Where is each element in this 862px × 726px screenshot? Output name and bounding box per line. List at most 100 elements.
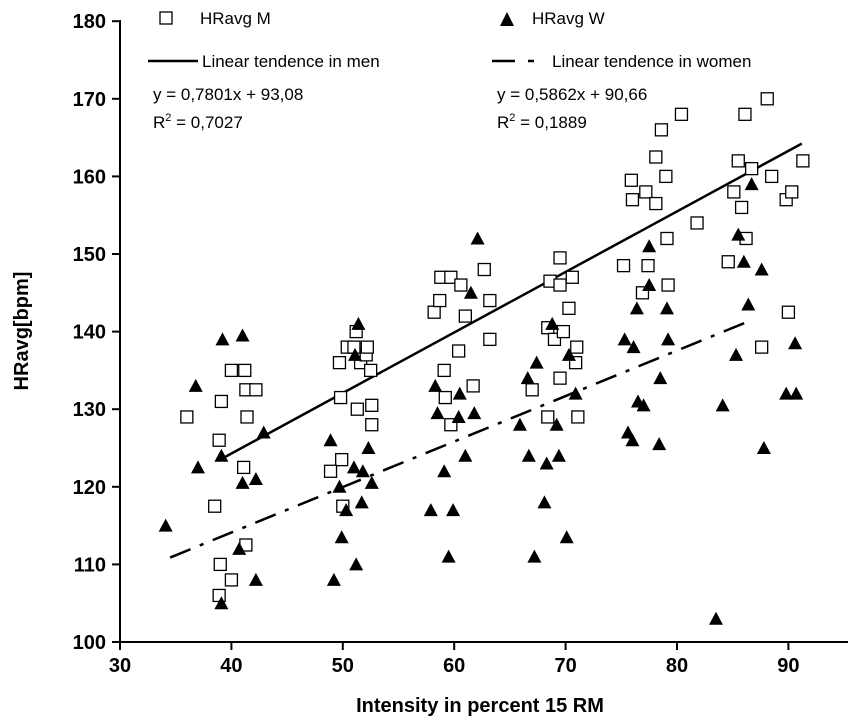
point-women	[708, 611, 723, 625]
point-women	[661, 332, 676, 346]
point-men	[249, 383, 263, 397]
point-men	[365, 418, 379, 432]
point-men	[553, 251, 567, 265]
x-tick-label: 40	[220, 655, 242, 677]
point-women	[652, 437, 667, 451]
legend-label-women: HRavg W	[532, 9, 605, 28]
point-men	[553, 278, 567, 292]
point-men	[562, 301, 576, 315]
point-women	[549, 417, 564, 431]
point-men	[565, 270, 579, 284]
y-tick-label: 140	[73, 322, 106, 344]
point-men	[639, 185, 653, 199]
data-points	[158, 92, 810, 625]
point-women	[551, 448, 566, 462]
point-men	[483, 293, 497, 308]
point-women	[458, 448, 473, 462]
point-women	[235, 328, 250, 342]
point-men	[660, 231, 674, 246]
point-women	[512, 417, 527, 431]
point-men	[570, 340, 584, 354]
y-tick-label: 170	[73, 89, 106, 111]
point-men	[744, 161, 759, 176]
point-women	[754, 262, 769, 276]
point-men	[444, 270, 458, 284]
point-women	[756, 441, 771, 454]
point-women	[428, 378, 443, 392]
point-women	[744, 177, 759, 191]
point-women	[351, 316, 366, 330]
men-equation: y = 0,7801x + 93,08	[153, 85, 303, 104]
women-equation: y = 0,5862x + 90,66	[497, 85, 647, 104]
point-men	[350, 402, 364, 416]
point-women	[521, 448, 536, 462]
point-men	[477, 262, 491, 277]
y-tick-label: 150	[73, 244, 106, 266]
point-men	[727, 185, 741, 199]
point-men	[731, 154, 745, 168]
point-men	[483, 332, 497, 347]
point-women	[642, 239, 657, 253]
y-tick-label: 130	[73, 399, 106, 421]
y-tick-label: 110	[74, 554, 106, 576]
point-men	[180, 410, 194, 424]
point-women	[158, 518, 173, 532]
point-women	[452, 386, 467, 400]
point-women	[626, 340, 641, 354]
x-tick-label: 60	[443, 655, 465, 677]
point-women	[788, 336, 803, 350]
point-men	[363, 363, 378, 378]
point-men	[238, 363, 252, 378]
x-tick-label: 90	[777, 655, 799, 677]
y-axis-ticks: 100 110 120 130 140 150 160 170 180	[73, 11, 120, 654]
point-women	[232, 541, 247, 555]
point-men	[335, 452, 349, 467]
point-men	[624, 173, 638, 187]
point-men	[212, 588, 226, 603]
point-women	[729, 347, 744, 361]
x-tick-label: 80	[666, 655, 688, 677]
point-men	[458, 309, 472, 323]
y-tick-label: 160	[73, 166, 106, 188]
point-women	[559, 530, 574, 544]
point-men	[437, 363, 451, 378]
women-r-squared: R2 = 0,1889	[497, 112, 587, 132]
point-women	[339, 503, 354, 517]
legend: HRavg M HRavg W Linear tendence in men L…	[148, 9, 751, 71]
trendlines	[169, 142, 803, 559]
point-women	[789, 386, 804, 400]
x-axis-title: Intensity in percent 15 RM	[356, 695, 604, 717]
point-men	[796, 154, 810, 168]
point-women	[441, 549, 456, 563]
trendline-men	[221, 142, 803, 460]
point-women	[326, 572, 341, 586]
legend-label-trend-men: Linear tendence in men	[202, 52, 380, 71]
point-men	[781, 305, 796, 319]
point-women	[334, 530, 349, 544]
point-women	[527, 549, 542, 563]
y-tick-label: 120	[73, 477, 106, 499]
point-men	[649, 196, 663, 211]
point-women	[629, 301, 644, 315]
point-women	[636, 398, 651, 412]
point-women	[653, 371, 668, 385]
point-men	[214, 394, 229, 409]
point-men	[661, 278, 675, 292]
point-women	[463, 285, 478, 299]
point-men	[212, 433, 226, 447]
point-women	[214, 596, 229, 610]
point-men	[332, 355, 347, 370]
point-women	[248, 572, 263, 586]
point-men	[765, 169, 779, 184]
point-women	[731, 227, 746, 241]
point-men	[553, 371, 567, 385]
x-tick-label: 50	[332, 655, 354, 677]
point-men	[760, 92, 774, 106]
y-tick-label: 180	[73, 11, 106, 33]
point-men	[466, 379, 480, 393]
point-men	[208, 499, 222, 513]
point-women	[332, 479, 347, 493]
point-women	[423, 503, 438, 517]
point-women	[617, 332, 632, 346]
